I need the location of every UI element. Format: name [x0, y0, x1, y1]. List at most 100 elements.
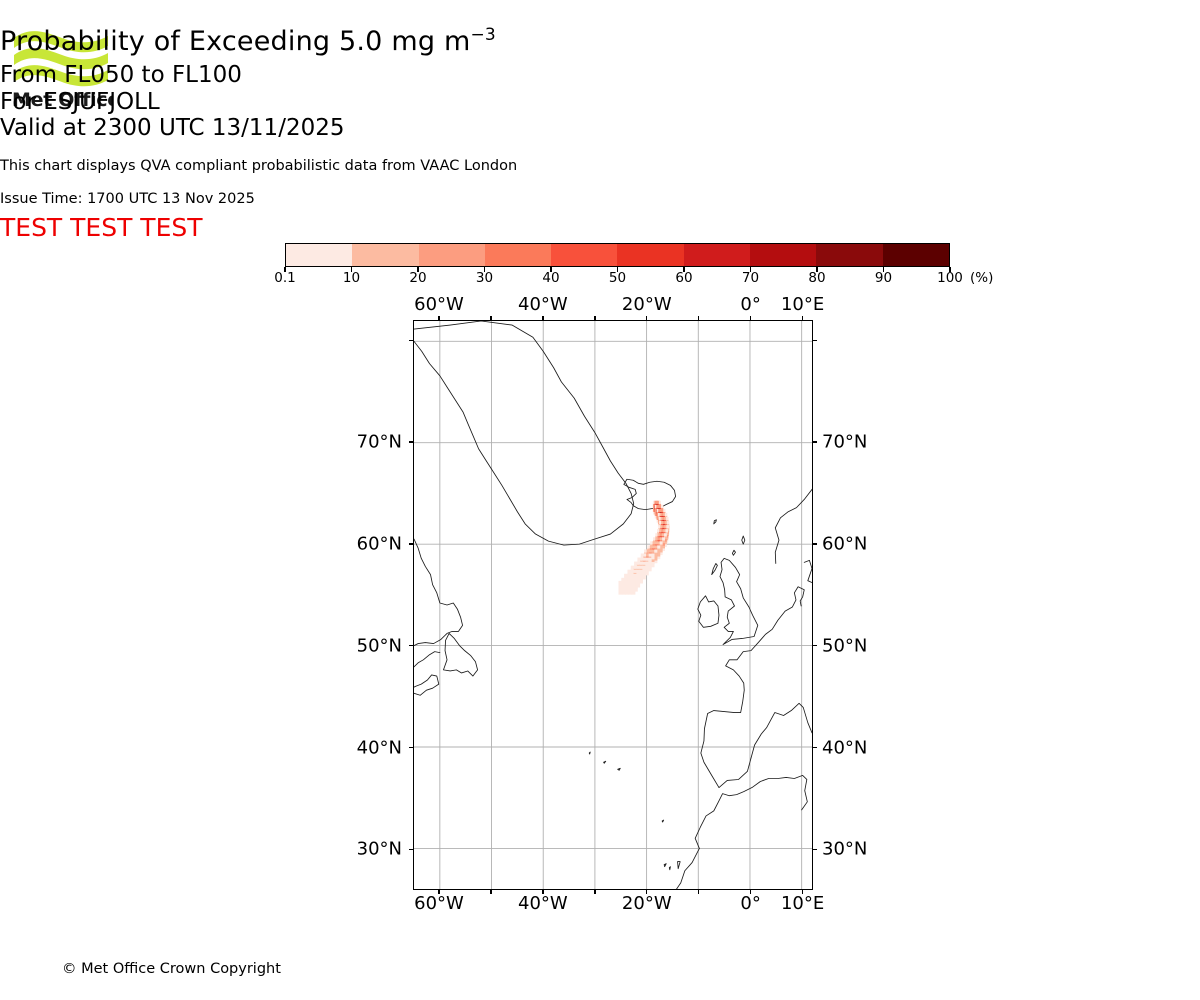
plume-cell	[655, 533, 659, 537]
plume-cell	[648, 557, 652, 561]
plume-cell	[643, 553, 647, 557]
plume-cell	[658, 508, 661, 513]
plume-cell	[639, 561, 644, 565]
title-volcano: For ESJUFJOLL	[0, 89, 160, 115]
colorbar-band-7	[750, 244, 817, 266]
colorbar-band-4	[551, 244, 618, 266]
plume-cell	[653, 537, 656, 541]
lat-label-left: 60°N	[356, 533, 402, 555]
plume-cell	[651, 556, 655, 560]
plume-cell	[663, 508, 666, 513]
axis-tick	[812, 645, 817, 647]
colorbar-tick	[417, 267, 419, 272]
lat-label-left: 40°N	[356, 737, 402, 758]
plume-cell	[657, 553, 661, 557]
plume-cell	[660, 525, 663, 529]
plume-cell	[648, 565, 652, 569]
lat-label-right: 40°N	[822, 737, 868, 758]
coastline-path	[677, 861, 681, 870]
coastline-path	[414, 321, 635, 546]
plume-cell	[657, 512, 661, 517]
page-title: Probability of Exceeding 5.0 mg m−3	[0, 26, 1200, 58]
plume-cell	[662, 539, 665, 544]
colorbar-tick-label: 100	[937, 270, 963, 286]
plume-cell	[656, 508, 659, 513]
plume-cell	[666, 521, 670, 525]
lat-label-right: 70°N	[822, 431, 868, 453]
plume-cell	[639, 580, 643, 584]
colorbar-tick-label: 20	[409, 270, 427, 286]
axis-tick	[409, 645, 414, 647]
plume-cell	[633, 569, 638, 573]
colorbar-tick-labels: 0.1 10 20 30 40 50 60 70 80 90 100	[274, 270, 963, 288]
lon-label-bottom: 10°E	[780, 893, 825, 914]
plume-cell	[633, 583, 638, 587]
plume-cell	[645, 561, 649, 565]
axis-tick	[409, 339, 414, 342]
colorbar-gradient	[285, 243, 950, 267]
colorbar-tick-label: 40	[542, 270, 560, 286]
plume-cell	[659, 521, 662, 525]
plume-cell	[642, 568, 646, 572]
plume-cell	[654, 515, 657, 519]
plume-cell	[647, 545, 651, 549]
plume-cell	[652, 503, 656, 507]
colorbar-tick-label: 0.1	[274, 270, 296, 286]
copyright-notice: © Met Office Crown Copyright	[62, 961, 281, 977]
plume-cell	[652, 506, 656, 510]
plume-cell	[618, 591, 623, 595]
plume-cell	[633, 580, 638, 584]
plume-cell	[656, 514, 659, 518]
plume-cell	[657, 537, 661, 541]
coastline-path	[414, 538, 463, 646]
plume-cell	[664, 541, 667, 545]
plume-cell	[661, 508, 664, 513]
plume-cell	[654, 512, 657, 516]
plume-cell	[618, 580, 623, 585]
met-office-logo: Met Office	[12, 22, 112, 114]
plume-cell	[651, 549, 655, 553]
coastline-path	[663, 863, 667, 868]
axis-tick	[801, 316, 804, 321]
coastline-path	[713, 519, 717, 525]
plume-cell	[648, 553, 652, 557]
plume-cell	[659, 551, 663, 556]
lon-label-bottom: 20°W	[621, 893, 672, 914]
lon-label-top: 0°	[740, 294, 761, 315]
plume-cell	[636, 561, 641, 565]
plume-cell	[649, 545, 653, 549]
axis-tick	[812, 339, 817, 342]
map-coastlines	[414, 321, 812, 889]
plume-cell	[662, 537, 665, 541]
lat-label-left: 30°N	[356, 838, 402, 860]
axis-tick	[812, 848, 817, 850]
title-flight-levels: From FL050 to FL100	[0, 62, 242, 88]
plume-cell	[654, 549, 658, 553]
axis-tick	[542, 889, 544, 894]
plume-cell	[654, 541, 658, 545]
map-plot-area[interactable]	[413, 320, 813, 890]
colorbar-band-9	[882, 244, 949, 266]
axis-tick	[409, 441, 414, 443]
plume-cell	[663, 529, 667, 533]
colorbar-band-3	[484, 244, 552, 266]
plume-cell	[657, 504, 661, 509]
axis-tick	[409, 848, 414, 850]
plume-cell	[628, 586, 633, 590]
plume-cell	[648, 560, 652, 564]
plume-cell	[666, 525, 669, 529]
plume-cell	[631, 588, 636, 593]
colorbar-tick	[284, 267, 286, 272]
axis-tick	[749, 316, 752, 321]
plume-cell	[640, 553, 644, 557]
plume-cell	[655, 500, 658, 504]
plume-cell	[654, 554, 658, 558]
plume-cell	[639, 574, 643, 579]
coastline-path	[676, 848, 700, 889]
plume-cell	[618, 586, 623, 590]
ash-plume-overlay	[618, 500, 670, 595]
plume-cell	[661, 533, 665, 537]
lon-label-top: 60°W	[414, 294, 464, 315]
logo-wordmark: Met Office	[12, 89, 112, 111]
plume-cell	[644, 549, 648, 553]
